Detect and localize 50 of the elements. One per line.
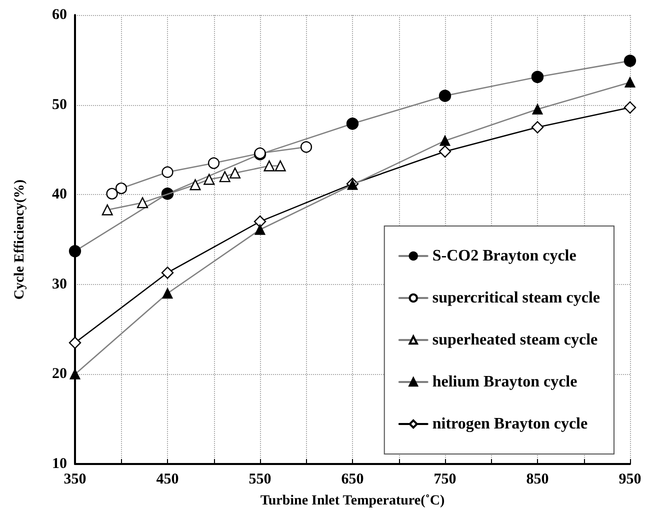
y-axis-title: Cycle Efficiency(%) (12, 179, 28, 300)
point (624, 54, 636, 67)
y-tick-label: 10 (52, 456, 67, 472)
y-tick-label: 20 (52, 366, 67, 382)
point (531, 121, 544, 134)
point (300, 141, 312, 153)
x-tick-label: 350 (64, 472, 86, 488)
legend-label: superheated steam cycle (432, 332, 598, 348)
x-tick-label: 850 (526, 472, 549, 488)
point (162, 288, 173, 299)
legend-label: nitrogen Brayton cycle (432, 416, 588, 432)
point (115, 182, 128, 194)
point (624, 77, 636, 88)
legend-label: S-CO2 Brayton cycle (432, 248, 576, 264)
point (531, 70, 544, 84)
point (70, 369, 80, 380)
point (190, 179, 201, 190)
y-tick-label: 40 (52, 186, 67, 203)
legend-label: helium Brayton cycle (432, 374, 578, 390)
point (264, 160, 275, 172)
point (219, 171, 230, 182)
point (254, 215, 266, 228)
point (230, 168, 241, 179)
y-tick-label: 60 (52, 7, 67, 23)
point (254, 224, 266, 235)
x-tick-label: 650 (341, 472, 364, 488)
x-tick-label: 750 (434, 472, 456, 488)
y-tick-label: 30 (52, 276, 67, 292)
point (438, 145, 452, 158)
point (137, 197, 148, 208)
point (204, 174, 215, 185)
point (624, 101, 636, 114)
point (102, 204, 113, 216)
point (532, 104, 543, 114)
legend-label: supercritical steam cycle (432, 290, 600, 306)
y-tick-label: 50 (52, 96, 67, 113)
x-tick-label: 950 (618, 472, 642, 488)
x-axis-title: Turbine Inlet Temperature(˚C) (260, 494, 446, 508)
x-tick-label: 450 (156, 472, 179, 488)
point (162, 166, 174, 178)
point (68, 336, 82, 349)
point (161, 266, 174, 279)
point (346, 118, 359, 130)
point (274, 160, 286, 172)
point (106, 188, 118, 200)
point (208, 157, 220, 169)
point (438, 90, 452, 102)
x-tick-label: 550 (248, 472, 272, 488)
point (440, 136, 450, 146)
point (68, 245, 82, 258)
